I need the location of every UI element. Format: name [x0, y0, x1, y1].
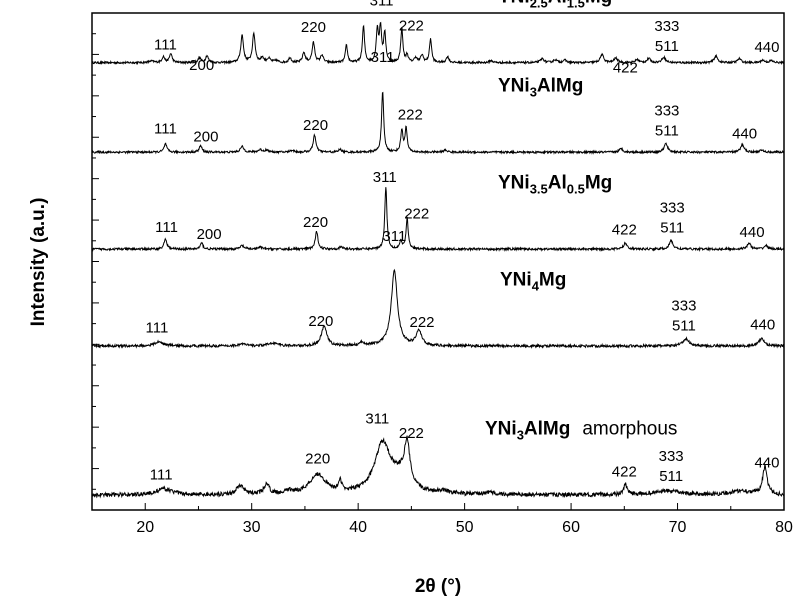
y-axis-title: Intensity (a.u.) — [28, 198, 49, 327]
peak-label: 220 — [303, 214, 328, 231]
series-group: 111200220311222422333511440YNi2.5Al1.5Mg… — [91, 0, 785, 499]
peak-label: 111 — [150, 466, 173, 483]
peak-label: 200 — [189, 57, 214, 74]
peak-label: 111 — [155, 219, 178, 236]
peak-label: 200 — [197, 226, 222, 243]
peak-label: 333 — [654, 18, 679, 35]
peak-label: 222 — [399, 17, 424, 34]
peak-label: 333 — [654, 102, 679, 119]
peak-label: 222 — [398, 107, 423, 124]
x-tick-label: 80 — [775, 519, 793, 536]
series-line — [91, 187, 785, 252]
series-label-part: Al — [548, 0, 567, 7]
series-label-subscript: 3 — [530, 85, 537, 100]
series-label-subscript: 1.5 — [567, 0, 585, 10]
x-tick-label: 60 — [562, 519, 580, 536]
series-label-suffix: amorphous — [582, 419, 677, 440]
peak-label: 311 — [365, 410, 389, 427]
x-axis-ticks: 20 30 40 50 60 70 80 — [91, 503, 793, 536]
series-3: 111 220 311 222 333 511 440 YNi4Mg — [91, 228, 785, 350]
peak-label: 511 — [660, 219, 684, 236]
peak-label: 220 — [303, 117, 328, 134]
peak-label: 511 — [672, 318, 696, 335]
series-label-subscript: 3.5 — [530, 182, 548, 197]
series-label-part: AlMg — [524, 419, 570, 440]
series-line — [91, 435, 785, 499]
peak-label: 333 — [660, 199, 685, 216]
series-label: YNi2.5Al1.5Mg — [498, 0, 612, 10]
peak-label: 440 — [754, 454, 779, 471]
series-label-part: YNi — [500, 270, 532, 291]
peak-label: 311 — [373, 169, 397, 186]
x-tick-label: 50 — [456, 519, 474, 536]
series-label-part: YNi — [485, 419, 517, 440]
x-axis-title: 2θ (°) — [415, 576, 461, 597]
peak-label: 220 — [308, 313, 333, 330]
series-2: 111 200 220 311 222 422 333 511 440 YNi3.5Al0.5Mg — [91, 169, 785, 252]
x-tick-label: 20 — [136, 519, 154, 536]
series-label-part: Mg — [585, 0, 612, 7]
peak-label: 200 — [193, 129, 218, 146]
series-0: 111200220311222422333511440YNi2.5Al1.5Mg — [91, 0, 785, 76]
series-label-part: AlMg — [537, 76, 583, 97]
peak-label: 422 — [613, 59, 638, 76]
peak-label: 511 — [655, 122, 679, 139]
peak-label: 333 — [659, 448, 684, 465]
peak-label: 440 — [732, 125, 757, 142]
series-label: YNi3AlMg — [498, 76, 583, 100]
series-4: 111 220 311 222 422 333 511 440 YNi3AlMg amorphou… — [91, 410, 785, 499]
series-line — [91, 91, 785, 155]
peak-label: 311 — [382, 228, 406, 245]
plot-frame — [91, 12, 785, 511]
series-label-subscript: 0.5 — [567, 182, 585, 197]
series-line — [91, 21, 785, 66]
peak-label: 311 — [370, 0, 394, 10]
peak-label: 111 — [154, 121, 177, 138]
peak-label: 440 — [740, 224, 765, 241]
x-tick-label: 40 — [349, 519, 367, 536]
series-label-subscript: 3 — [517, 428, 524, 443]
peak-label: 220 — [301, 19, 326, 36]
series-label-part: Mg — [539, 270, 566, 291]
series-label-subscript: 4 — [532, 279, 540, 294]
peak-label: 422 — [612, 221, 637, 238]
peak-label: 422 — [612, 463, 637, 480]
series-label-part: YNi — [498, 0, 530, 7]
peak-label: 333 — [671, 298, 696, 315]
peak-label: 220 — [305, 451, 330, 468]
peak-label: 511 — [659, 468, 683, 485]
series-label: YNi3.5Al0.5Mg — [498, 173, 612, 197]
peak-label: 111 — [154, 37, 177, 54]
series-1: 111 200 220 311 222 333 511 440 YNi3AlMg — [91, 49, 785, 155]
peak-label: 440 — [754, 39, 779, 56]
peak-label: 222 — [399, 425, 424, 442]
series-label-subscript: 2.5 — [530, 0, 548, 10]
peak-label: 222 — [404, 205, 429, 222]
series-label: YNi4Mg — [500, 270, 566, 294]
peak-label: 222 — [410, 314, 435, 331]
series-label-part: YNi — [498, 173, 530, 194]
y-axis-ticks — [92, 33, 99, 490]
peak-label: 511 — [655, 38, 679, 55]
x-tick-label: 30 — [243, 519, 261, 536]
series-label-part: Mg — [585, 173, 612, 194]
series-label: YNi3AlMg amorphous — [485, 419, 677, 443]
series-label-part: YNi — [498, 76, 530, 97]
peak-label: 111 — [146, 320, 169, 337]
peak-label: 440 — [750, 316, 775, 333]
peak-label: 311 — [371, 49, 395, 66]
series-label-part: Al — [548, 173, 567, 194]
x-tick-label: 70 — [669, 519, 687, 536]
series-line — [91, 268, 785, 350]
